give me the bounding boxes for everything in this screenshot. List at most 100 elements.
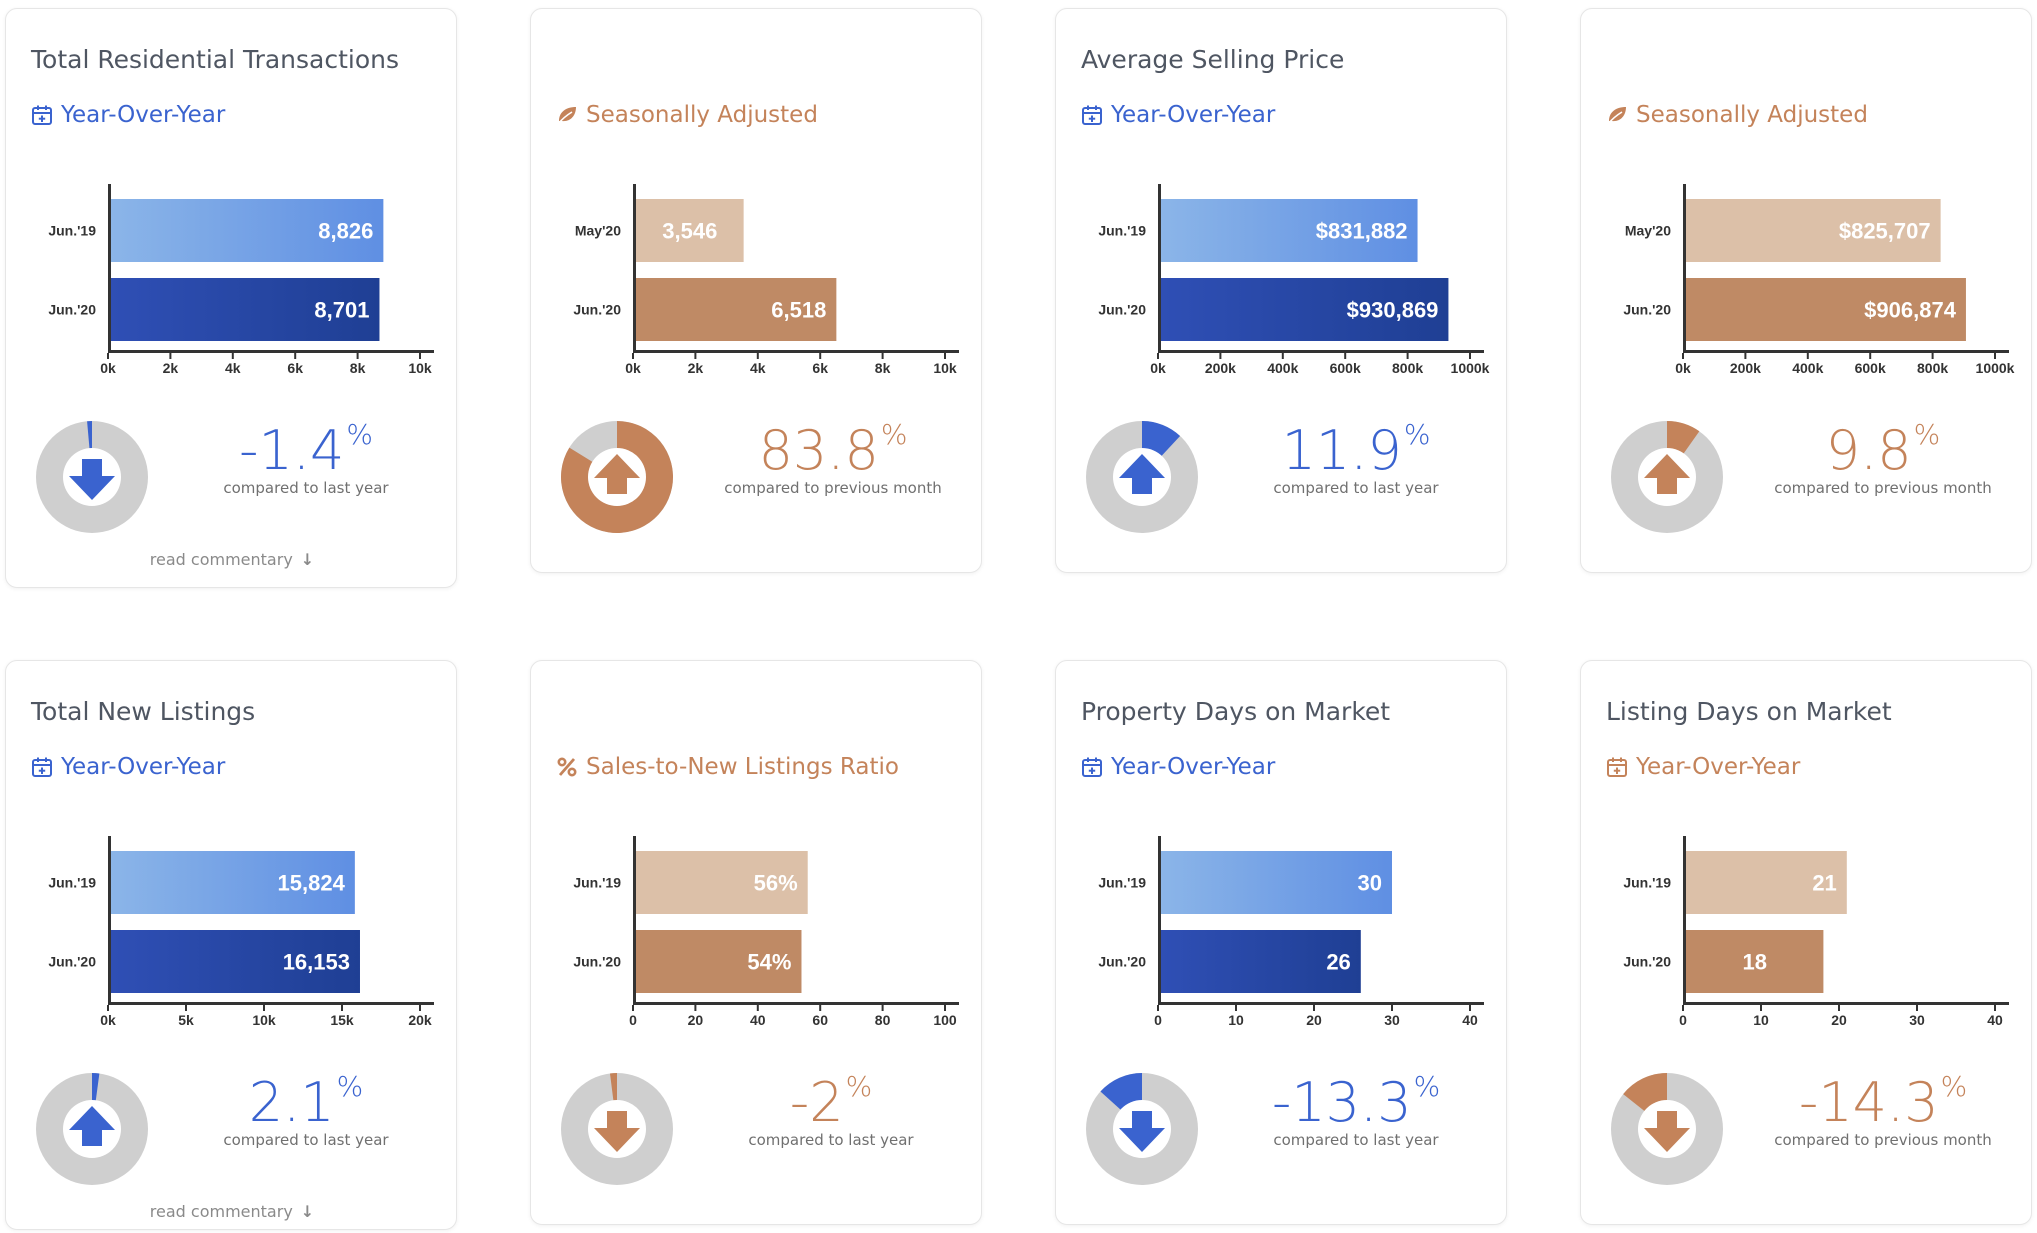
card-total-residential-transactions: Total Residential Transactions Year-Over-… (5, 8, 457, 588)
x-tick-label: 80 (875, 1012, 891, 1028)
bar-value-label: 16,153 (283, 950, 350, 975)
change-unit: % (1940, 1070, 1968, 1103)
bar-0 (636, 199, 744, 262)
change-unit: % (880, 418, 908, 451)
change-donut (1611, 1073, 1723, 1185)
bar-0 (111, 851, 355, 914)
change-unit: % (1413, 1070, 1441, 1103)
x-tick-label: 400k (1792, 360, 1823, 376)
card-total-new-listings: Total New Listings Year-Over-Year 15,824 Ju… (5, 660, 457, 1230)
x-tick-label: 10 (1753, 1012, 1769, 1028)
card-subtitle: Year-Over-Year (31, 754, 225, 780)
read-commentary-link[interactable]: read commentary ↓ (6, 1202, 458, 1221)
x-tick-label: 20 (688, 1012, 704, 1028)
change-number: -13.3 (1271, 1071, 1412, 1134)
x-tick-label: 200k (1730, 360, 1761, 376)
change-donut (561, 1073, 673, 1185)
category-label: Jun.'20 (48, 302, 96, 318)
x-tick-label: 2k (163, 360, 179, 376)
card-title: Listing Days on Market (1606, 697, 1892, 726)
bar-chart: $825,707 May'20 $906,874 Jun.'20 0k 200k 400k 6… (1623, 184, 2015, 376)
change-number: -2 (789, 1071, 844, 1134)
bar-value-label: 30 (1358, 871, 1382, 896)
x-tick-label: 10k (933, 360, 957, 376)
change-donut (561, 421, 673, 533)
x-tick-label: 0 (1679, 1012, 1687, 1028)
x-tick-label: 40 (1462, 1012, 1478, 1028)
x-tick-label: 1000k (1451, 360, 1490, 376)
calendar-plus-icon (31, 756, 53, 778)
category-label: Jun.'20 (1098, 302, 1146, 318)
change-number: -14.3 (1798, 1071, 1939, 1134)
change-unit: % (336, 1070, 364, 1103)
card-subtitle: Year-Over-Year (31, 102, 225, 128)
x-tick-label: 5k (178, 1012, 194, 1028)
change-value: 11.9% (1226, 418, 1486, 482)
bar-chart: 3,546 May'20 6,518 Jun.'20 0k 2k 4k 6k 8k 10k (573, 184, 959, 376)
bar-1 (1161, 278, 1449, 341)
category-label: Jun.'19 (1098, 223, 1146, 239)
x-tick-label: 0k (1150, 360, 1166, 376)
card-subtitle-label: Year-Over-Year (1636, 754, 1801, 780)
calendar-plus-icon (31, 104, 53, 126)
card-subtitle-label: Year-Over-Year (1111, 102, 1276, 128)
arrow-down-icon (1119, 1111, 1165, 1152)
bar-chart: $831,882 Jun.'19 $930,869 Jun.'20 0k 200k 400k… (1098, 184, 1490, 376)
x-tick-label: 60 (812, 1012, 828, 1028)
card-subtitle: Seasonally Adjusted (1606, 102, 1868, 128)
change-donut (36, 1073, 148, 1185)
card-subtitle: Year-Over-Year (1606, 754, 1800, 780)
category-label: Jun.'20 (48, 954, 96, 970)
card-average-selling-price: Average Selling Price Year-Over-Year $831,… (1055, 8, 1507, 573)
x-tick-label: 20k (408, 1012, 432, 1028)
bar-chart: 15,824 Jun.'19 16,153 Jun.'20 0k 5k 10k 15k 20k (48, 836, 434, 1028)
card-subtitle-label: Year-Over-Year (61, 102, 226, 128)
x-tick-label: 600k (1330, 360, 1361, 376)
bar-value-label: 18 (1742, 950, 1766, 975)
change-number: 11.9 (1281, 419, 1402, 482)
bar-1 (1161, 930, 1361, 993)
change-caption: compared to last year (223, 1131, 389, 1149)
calendar-plus-icon (1081, 104, 1103, 126)
change-caption: compared to last year (748, 1131, 914, 1149)
leaf-icon (1606, 104, 1628, 126)
card-sales-to-new-listings-ratio: Sales-to-New Listings Ratio 56% Jun.'19 54%… (530, 660, 982, 1225)
leaf-icon (556, 104, 578, 126)
change-donut (1611, 421, 1723, 533)
arrow-down-icon (1644, 1111, 1690, 1152)
read-commentary-link[interactable]: read commentary ↓ (6, 550, 458, 569)
x-tick-label: 0 (629, 1012, 637, 1028)
bar-value-label: 21 (1812, 871, 1836, 896)
bar-value-label: 6,518 (771, 298, 826, 323)
bar-0 (1686, 851, 1847, 914)
card-subtitle: Year-Over-Year (1081, 754, 1275, 780)
change-unit: % (1913, 418, 1941, 451)
change-caption: compared to previous month (1774, 479, 1992, 497)
x-tick-label: 20 (1831, 1012, 1847, 1028)
arrow-up-icon (1119, 454, 1165, 494)
change-caption: compared to previous month (724, 479, 942, 497)
category-label: Jun.'20 (1623, 954, 1671, 970)
x-tick-label: 200k (1205, 360, 1236, 376)
category-label: Jun.'19 (48, 223, 96, 239)
change-donut (1086, 421, 1198, 533)
card-title: Property Days on Market (1081, 697, 1391, 726)
bar-0 (111, 199, 384, 262)
change-number: 9.8 (1825, 419, 1912, 482)
change-value: 9.8% (1753, 418, 2013, 482)
change-value: 83.8% (703, 418, 963, 482)
read-commentary-label: read commentary (149, 550, 293, 569)
bar-value-label: $906,874 (1864, 298, 1957, 323)
x-tick-label: 0k (625, 360, 641, 376)
category-label: Jun.'19 (1098, 875, 1146, 891)
change-caption: compared to last year (223, 479, 389, 497)
category-label: May'20 (1625, 223, 1671, 239)
bar-chart: 8,826 Jun.'19 8,701 Jun.'20 0k 2k 4k 6k 8k 10k (48, 184, 434, 376)
change-donut (36, 421, 148, 533)
x-tick-label: 8k (350, 360, 366, 376)
x-tick-label: 100 (933, 1012, 957, 1028)
x-tick-label: 4k (225, 360, 241, 376)
x-tick-label: 0k (100, 360, 116, 376)
card-subtitle-label: Year-Over-Year (61, 754, 226, 780)
bar-chart: 21 Jun.'19 18 Jun.'20 0 10 20 30 40 (1623, 836, 2009, 1028)
